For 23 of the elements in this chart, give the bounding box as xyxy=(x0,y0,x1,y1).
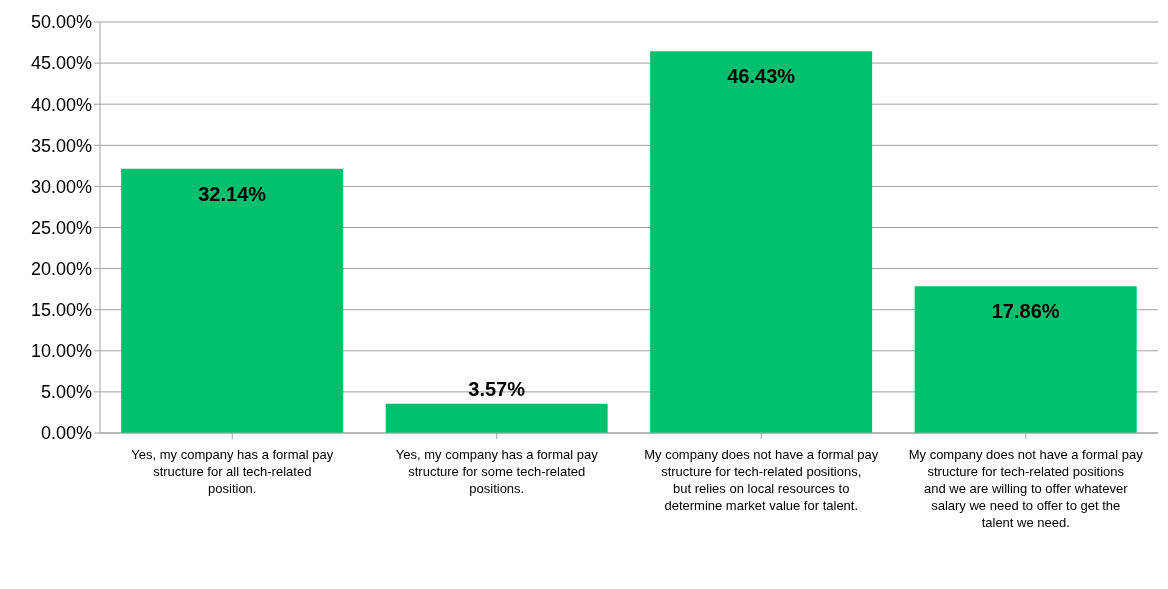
y-tick-label: 10.00% xyxy=(30,341,92,362)
y-tick-label: 45.00% xyxy=(30,53,92,74)
bar xyxy=(914,286,1137,433)
data-label: 17.86% xyxy=(991,300,1060,323)
bar xyxy=(650,51,873,433)
y-tick-label: 30.00% xyxy=(30,176,92,197)
y-tick-label: 15.00% xyxy=(30,300,92,321)
y-tick-label: 50.00% xyxy=(30,12,92,33)
x-tick-label: Yes, my company has a formal pay structure for some tech-related positions. xyxy=(395,447,599,496)
bar xyxy=(121,168,344,433)
x-tick-label: My company does not have a formal pay structure for tech-related positions and we are willing to offer whatever salary we need to offer to get the talent we need. xyxy=(908,447,1144,530)
data-label: 3.57% xyxy=(468,377,526,400)
x-tick-label: Yes, my company has a formal pay structure for all tech-related position. xyxy=(131,447,334,496)
data-label: 46.43% xyxy=(727,65,796,88)
y-tick-label: 40.00% xyxy=(30,94,92,115)
y-tick-label: 5.00% xyxy=(40,382,92,403)
y-tick-label: 20.00% xyxy=(30,258,92,279)
bar xyxy=(385,403,608,433)
y-tick-label: 25.00% xyxy=(30,217,92,238)
y-tick-label: 35.00% xyxy=(30,135,92,156)
data-label: 32.14% xyxy=(198,182,267,205)
x-tick-label: My company does not have a formal pay structure for tech-related positions, but relies on local resources to determine market value for talent. xyxy=(644,447,879,513)
y-tick-label: 0.00% xyxy=(40,423,92,444)
